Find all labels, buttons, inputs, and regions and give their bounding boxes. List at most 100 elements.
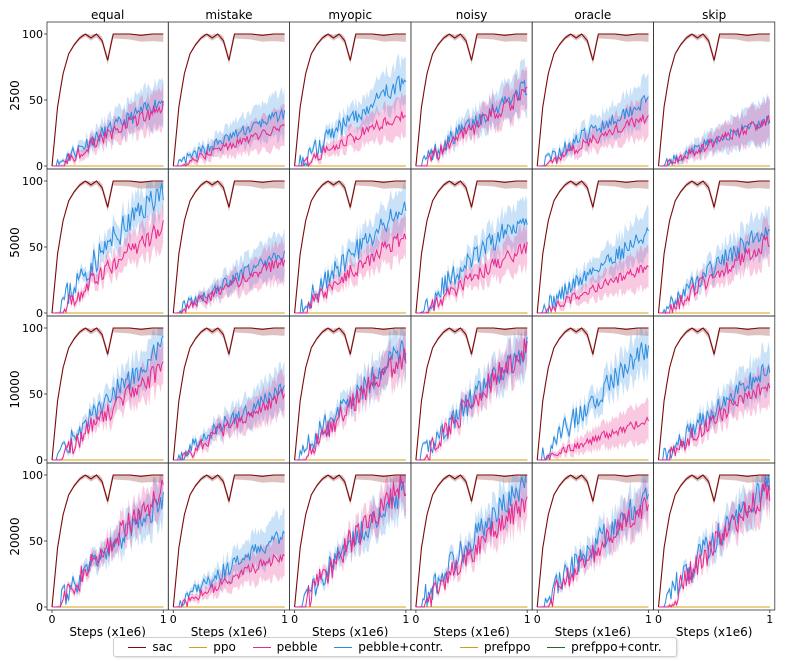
legend-item-prefppo-contr: prefppo+contr.	[547, 640, 662, 654]
pebble-band	[415, 328, 528, 460]
pebble-contr-band	[415, 475, 528, 607]
pebble-band	[52, 79, 164, 166]
legend-label-prefppo-contr: prefppo+contr.	[571, 640, 662, 654]
panel-mistake-2500	[167, 21, 291, 170]
pebble-contr-line	[52, 491, 164, 608]
pebble-contr-band	[173, 227, 285, 313]
y-tick-label: 50	[29, 388, 43, 401]
pebble-line	[173, 257, 286, 314]
pebble-contr-line	[294, 340, 407, 461]
pebble-contr-band	[415, 195, 528, 313]
pebble-line	[658, 382, 771, 461]
sac-line	[51, 327, 164, 461]
panel-equal-20000	[46, 462, 169, 611]
sac-line	[294, 180, 406, 314]
row-label-10000: 10000	[8, 370, 22, 408]
x-axis-label: Steps (x1e6)	[69, 625, 146, 639]
pebble-line	[415, 496, 528, 608]
panel-skip-10000	[653, 315, 776, 464]
pebble-band	[415, 221, 528, 313]
sac-line	[51, 474, 164, 608]
pebble-contr-line	[658, 227, 771, 315]
pebble-line	[52, 220, 164, 314]
pebble-band	[294, 328, 406, 460]
x-axis-label: Steps (x1e6)	[433, 625, 510, 639]
x-tick-label: 1	[160, 613, 167, 626]
legend-label-pebble-contr: pebble+contr.	[358, 640, 444, 654]
x-tick-label: 0	[534, 613, 541, 626]
pebble-contr-line	[294, 201, 407, 314]
pebble-band	[52, 199, 164, 313]
pebble-contr-band	[294, 181, 406, 313]
pebble-contr-band	[52, 181, 164, 313]
pebble-line	[52, 480, 164, 608]
sac-line	[172, 180, 285, 314]
sac-line	[294, 327, 406, 461]
row-label-2500: 2500	[8, 80, 22, 111]
panel-noisy-5000	[410, 168, 533, 317]
panel-skip-20000	[653, 462, 776, 611]
pebble-line	[294, 233, 407, 314]
legend-label-pebble: pebble	[276, 640, 318, 654]
panel-myopic-10000	[289, 315, 412, 464]
pebble-band	[173, 368, 285, 460]
x-axis-label: Steps (x1e6)	[312, 625, 389, 639]
pebble-contr-line	[294, 75, 407, 167]
legend-label-ppo: ppo	[213, 640, 236, 654]
legend-swatch-pebble-contr	[334, 646, 353, 648]
sac-line	[536, 327, 649, 461]
column-title-myopic: myopic	[328, 8, 372, 22]
pebble-contr-band	[173, 361, 285, 460]
sac-line	[294, 474, 406, 608]
pebble-band	[537, 396, 649, 460]
pebble-contr-band	[537, 328, 649, 460]
pebble-line	[415, 86, 528, 167]
x-tick-label: 0	[291, 613, 298, 626]
x-tick-label: 1	[766, 613, 773, 626]
column-title-mistake: mistake	[205, 8, 252, 22]
panel-skip-2500	[653, 21, 776, 170]
y-tick-label: 50	[29, 535, 43, 548]
legend-label-sac: sac	[152, 640, 173, 654]
pebble-line	[537, 416, 649, 461]
y-tick-label: 0	[36, 307, 43, 320]
y-tick-label: 100	[22, 28, 43, 41]
sac-line	[415, 33, 528, 167]
column-title-equal: equal	[91, 8, 124, 22]
panel-myopic-2500	[289, 21, 412, 170]
panel-myopic-20000	[289, 462, 412, 611]
pebble-line	[294, 348, 407, 461]
pebble-line	[658, 234, 770, 314]
pebble-contr-line	[537, 226, 649, 314]
pebble-line	[537, 264, 649, 314]
sac-line	[51, 33, 164, 167]
pebble-contr-line	[415, 218, 528, 314]
x-axis-label: Steps (x1e6)	[555, 625, 632, 639]
pebble-contr-line	[52, 183, 164, 314]
y-tick-label: 0	[36, 601, 43, 614]
column-title-oracle: oracle	[574, 8, 611, 22]
y-tick-label: 0	[36, 454, 43, 467]
pebble-band	[415, 475, 528, 607]
sac-line	[415, 180, 528, 314]
x-tick-label: 0	[170, 613, 177, 626]
pebble-line	[294, 475, 407, 608]
pebble-contr-line	[415, 474, 528, 608]
panel-oracle-20000	[531, 462, 654, 611]
pebble-line	[52, 361, 164, 461]
sac-line	[172, 474, 285, 608]
legend-swatch-ppo	[189, 646, 208, 648]
legend-swatch-prefppo-contr	[547, 646, 566, 648]
sac-line	[536, 474, 649, 608]
pebble-contr-band	[294, 328, 406, 460]
panel-noisy-10000	[410, 315, 533, 464]
pebble-line	[415, 242, 528, 314]
pebble-line	[173, 388, 286, 461]
pebble-line	[415, 338, 528, 461]
panel-equal-5000	[46, 168, 169, 317]
x-tick-label: 0	[412, 613, 419, 626]
column-title-noisy: noisy	[456, 8, 488, 22]
panel-noisy-20000	[410, 462, 533, 611]
y-tick-label: 50	[29, 241, 43, 254]
pebble-contr-band	[173, 507, 285, 607]
